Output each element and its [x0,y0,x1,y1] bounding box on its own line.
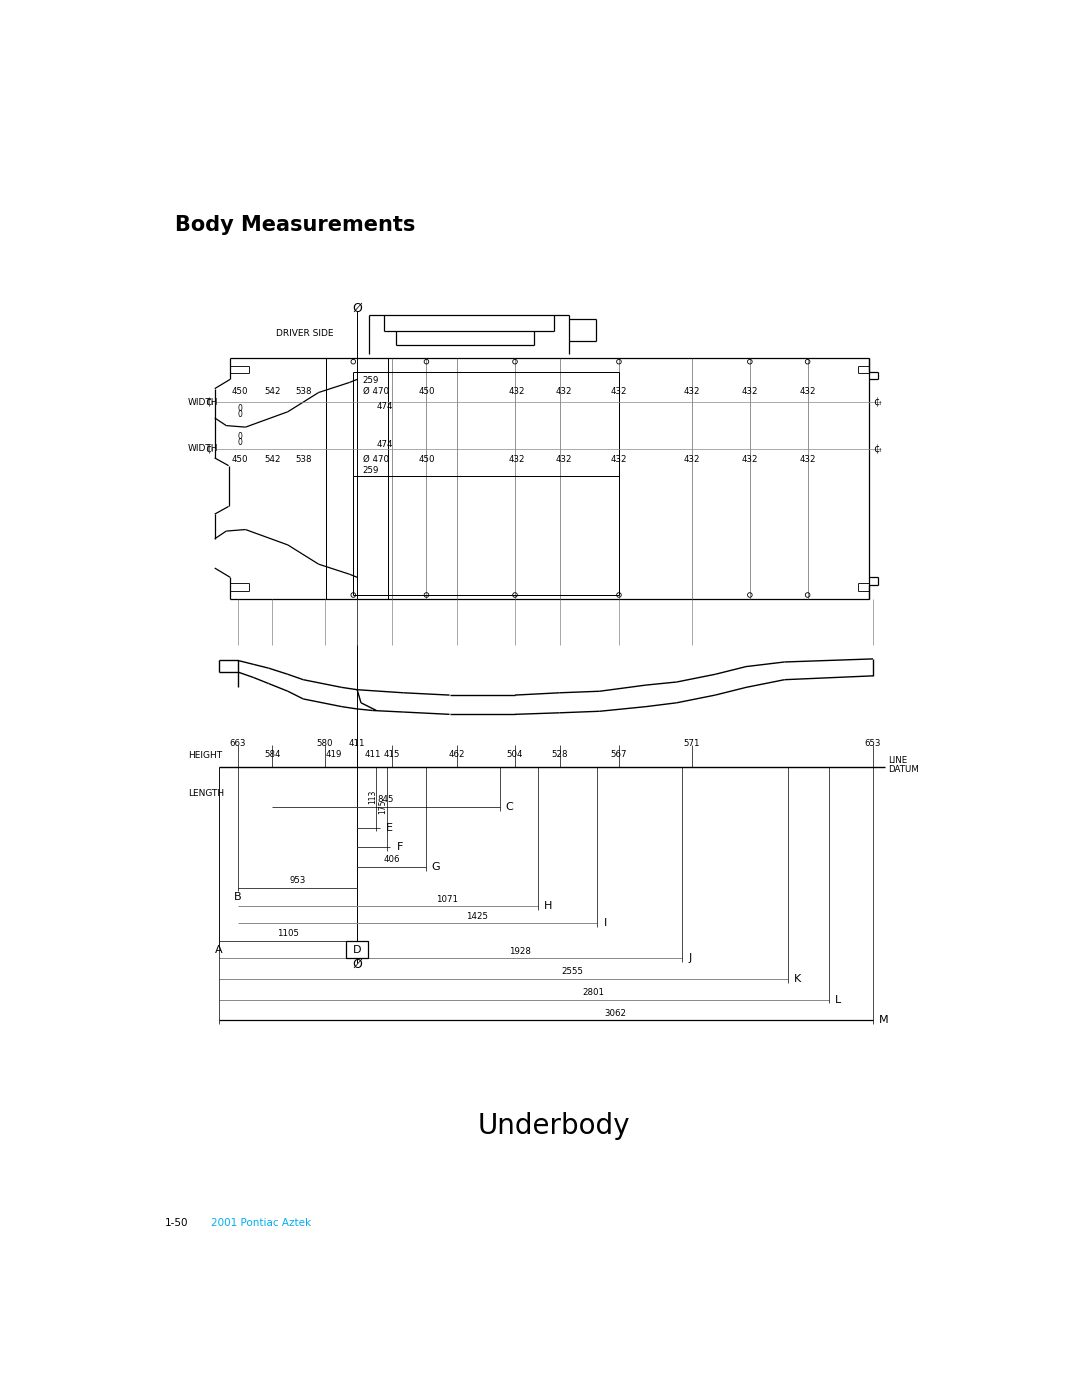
Text: Ø: Ø [352,302,362,314]
Text: 419: 419 [326,750,342,759]
Text: 528: 528 [552,750,568,759]
Text: 504: 504 [507,750,523,759]
Text: G: G [432,862,441,872]
Text: 432: 432 [555,387,571,397]
Text: 259: 259 [363,465,379,475]
Text: 663: 663 [230,739,246,749]
Text: 0: 0 [238,411,243,419]
Text: 462: 462 [449,750,465,759]
Text: 953: 953 [289,876,306,886]
Text: I: I [604,918,607,929]
Text: 406: 406 [383,855,400,865]
Text: 580: 580 [316,739,333,749]
Text: 2001 Pontiac Aztek: 2001 Pontiac Aztek [211,1218,311,1228]
Text: ¢ₗ: ¢ₗ [205,444,214,454]
Text: 113: 113 [368,789,377,805]
Bar [347,942,368,958]
Text: Body Measurements: Body Measurements [175,215,415,235]
Text: DRIVER SIDE: DRIVER SIDE [276,330,334,338]
Text: 450: 450 [232,387,248,397]
Text: Underbody: Underbody [477,1112,630,1140]
Text: 584: 584 [265,750,281,759]
Text: LENGTH: LENGTH [188,789,224,798]
Text: 538: 538 [295,455,311,464]
Text: 1105: 1105 [276,929,299,939]
Text: 542: 542 [265,455,281,464]
Text: 432: 432 [684,455,700,464]
Text: WIDTH: WIDTH [188,398,218,407]
Text: 415: 415 [383,750,400,759]
Text: 450: 450 [418,387,434,397]
Text: 411: 411 [364,750,381,759]
Text: 0: 0 [238,404,243,414]
Text: 567: 567 [610,750,627,759]
Text: 432: 432 [742,455,758,464]
Text: 432: 432 [799,387,815,397]
Text: 450: 450 [232,455,248,464]
Text: 259: 259 [363,376,379,386]
Text: L: L [835,995,841,1004]
Text: D: D [353,944,362,956]
Text: 1928: 1928 [509,947,530,956]
Text: 3062: 3062 [604,1009,626,1018]
Text: K: K [794,974,801,983]
Text: 474: 474 [377,440,393,450]
Text: B: B [234,891,242,902]
Text: 542: 542 [265,387,281,397]
Text: 432: 432 [610,455,627,464]
Text: 432: 432 [610,387,627,397]
Text: 0: 0 [238,432,243,441]
Text: 538: 538 [295,387,311,397]
Text: 1071: 1071 [436,894,458,904]
Text: 432: 432 [555,455,571,464]
Text: 845: 845 [378,795,394,805]
Text: Ø 470: Ø 470 [363,387,389,397]
Text: Ø 470: Ø 470 [363,455,389,464]
Text: 571: 571 [684,739,700,749]
Text: HEIGHT: HEIGHT [188,750,221,760]
Text: 432: 432 [509,455,526,464]
Text: 2801: 2801 [582,988,604,997]
Text: WIDTH: WIDTH [188,444,218,453]
Text: A: A [215,944,222,956]
Text: 411: 411 [349,739,365,749]
Text: LINE: LINE [889,756,907,766]
Text: ¢ₗ: ¢ₗ [205,398,214,408]
Text: 432: 432 [742,387,758,397]
Text: 1-50: 1-50 [164,1218,188,1228]
Text: 653: 653 [865,739,881,749]
Text: DATUM: DATUM [889,766,919,774]
Text: 175: 175 [378,799,388,814]
Text: ¢ₗ: ¢ₗ [873,398,881,408]
Text: 432: 432 [684,387,700,397]
Text: 432: 432 [509,387,526,397]
Text: 2555: 2555 [562,967,583,977]
Text: Ø: Ø [352,958,362,971]
Text: J: J [688,953,691,963]
Text: F: F [396,842,403,852]
Text: 474: 474 [377,402,393,411]
Text: ¢ₗ: ¢ₗ [873,444,881,454]
Text: 1425: 1425 [467,912,488,921]
Text: H: H [543,901,552,911]
Text: 432: 432 [799,455,815,464]
Text: 0: 0 [238,439,243,447]
Text: M: M [879,1016,889,1025]
Text: E: E [387,823,393,833]
Text: 450: 450 [418,455,434,464]
Text: C: C [505,802,513,812]
